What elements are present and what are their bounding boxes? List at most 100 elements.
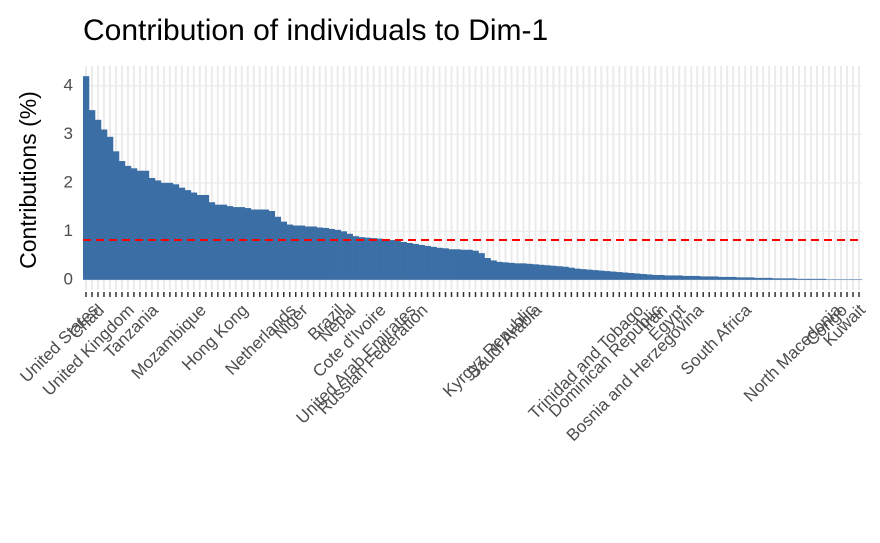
bar — [244, 208, 252, 280]
bar — [256, 209, 264, 280]
x-tick-label: Saudi Arabia — [464, 300, 546, 382]
bar — [280, 221, 288, 280]
bar — [286, 224, 294, 280]
bar — [358, 237, 365, 280]
bar — [238, 207, 246, 280]
bar — [232, 207, 240, 280]
bar — [754, 277, 761, 280]
bar — [694, 275, 701, 280]
bar — [370, 238, 377, 280]
bar — [514, 263, 521, 280]
bar — [592, 270, 599, 280]
bar — [568, 267, 575, 280]
bar — [616, 272, 623, 280]
bar — [142, 170, 150, 280]
bar — [556, 266, 563, 280]
bar — [580, 269, 587, 280]
y-tick-label: 4 — [64, 75, 73, 94]
bar — [484, 258, 491, 280]
bar — [586, 269, 593, 280]
bar — [178, 187, 186, 280]
bar — [83, 76, 90, 280]
bar — [316, 227, 323, 280]
bar — [688, 275, 695, 280]
bar — [538, 264, 545, 280]
bar — [664, 275, 671, 280]
bar — [466, 249, 473, 280]
bar — [274, 216, 282, 280]
bar — [472, 250, 479, 280]
bar — [154, 180, 162, 280]
bar — [652, 274, 659, 280]
bar — [442, 248, 449, 280]
bar — [562, 266, 569, 280]
bar — [808, 278, 815, 280]
bar — [820, 278, 827, 280]
bar — [598, 270, 605, 280]
bar — [394, 241, 401, 280]
bar — [202, 194, 210, 280]
bar — [496, 261, 503, 280]
bar — [766, 277, 773, 280]
bar — [544, 265, 551, 280]
bar — [682, 275, 689, 280]
bar — [796, 278, 803, 280]
bar — [736, 277, 743, 280]
bar — [196, 194, 204, 280]
bar — [676, 275, 683, 280]
bar — [574, 268, 581, 280]
bar — [292, 225, 300, 280]
bar — [94, 119, 102, 280]
bar — [346, 233, 353, 280]
bar — [328, 228, 335, 280]
bar — [436, 247, 443, 280]
bar — [334, 229, 341, 280]
bar — [262, 209, 270, 280]
bar — [610, 271, 617, 280]
bar — [814, 278, 821, 280]
bar — [112, 151, 120, 280]
bar — [322, 227, 329, 280]
bar — [148, 178, 156, 280]
bar — [340, 231, 347, 280]
bar — [352, 236, 359, 280]
bar — [376, 238, 383, 280]
bar — [646, 274, 653, 280]
chart-title: Contribution of individuals to Dim-1 — [83, 14, 548, 47]
x-tick-label: Trinidad and Tobago — [525, 301, 647, 423]
bar — [166, 182, 174, 280]
bar — [622, 272, 629, 280]
bar — [502, 262, 509, 280]
bar — [100, 129, 108, 280]
y-tick-label: 0 — [64, 269, 73, 288]
bar — [772, 278, 779, 280]
bar — [640, 274, 647, 280]
bar — [310, 226, 317, 280]
bar — [220, 204, 228, 280]
bar — [388, 240, 395, 280]
bar — [550, 265, 557, 280]
bar — [412, 243, 419, 280]
bar — [490, 260, 497, 280]
bar — [160, 182, 168, 280]
bar — [778, 278, 785, 280]
bar — [250, 209, 258, 280]
bar — [298, 225, 306, 280]
bar — [508, 262, 515, 280]
bar — [106, 136, 114, 280]
y-tick-label: 3 — [64, 124, 73, 143]
bar — [748, 277, 755, 280]
bar — [526, 263, 533, 280]
bar — [454, 249, 461, 280]
bar — [478, 253, 485, 280]
bar — [172, 184, 180, 280]
bar — [658, 274, 665, 280]
bar — [424, 245, 431, 280]
bar — [742, 277, 749, 280]
bar — [448, 249, 455, 280]
bar — [604, 271, 611, 280]
y-tick-label: 1 — [64, 221, 73, 240]
y-tick-label: 2 — [64, 172, 73, 191]
bar — [706, 276, 713, 280]
